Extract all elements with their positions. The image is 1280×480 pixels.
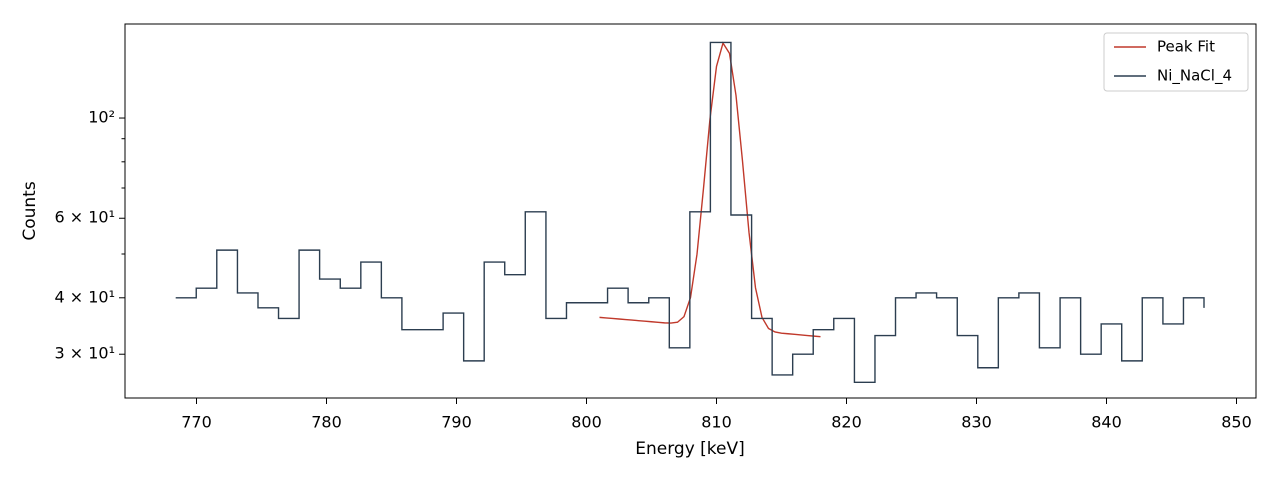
x-axis-label: Energy [keV]	[635, 439, 745, 459]
x-tick-label: 820	[831, 413, 862, 432]
plot-frame	[124, 23, 1257, 399]
series-line	[175, 41, 1205, 383]
y-tick-label: 4 × 10¹	[54, 287, 115, 306]
x-tick-label: 810	[701, 413, 732, 432]
x-tick-label: 780	[311, 413, 342, 432]
x-tick-label: 850	[1221, 413, 1252, 432]
y-tick-label: 3 × 10¹	[54, 344, 115, 363]
legend-label: Peak Fit	[1157, 38, 1215, 56]
x-tick-label: 770	[181, 413, 212, 432]
x-tick-label: 800	[571, 413, 602, 432]
y-tick-label: 6 × 10¹	[54, 208, 115, 227]
legend-label: Ni_NaCl_4	[1157, 67, 1232, 86]
x-tick-label: 790	[441, 413, 472, 432]
x-tick-label: 830	[961, 413, 992, 432]
y-tick-label: 10²	[88, 108, 115, 127]
y-axis-label: Counts	[20, 181, 40, 240]
x-tick-label: 840	[1091, 413, 1122, 432]
